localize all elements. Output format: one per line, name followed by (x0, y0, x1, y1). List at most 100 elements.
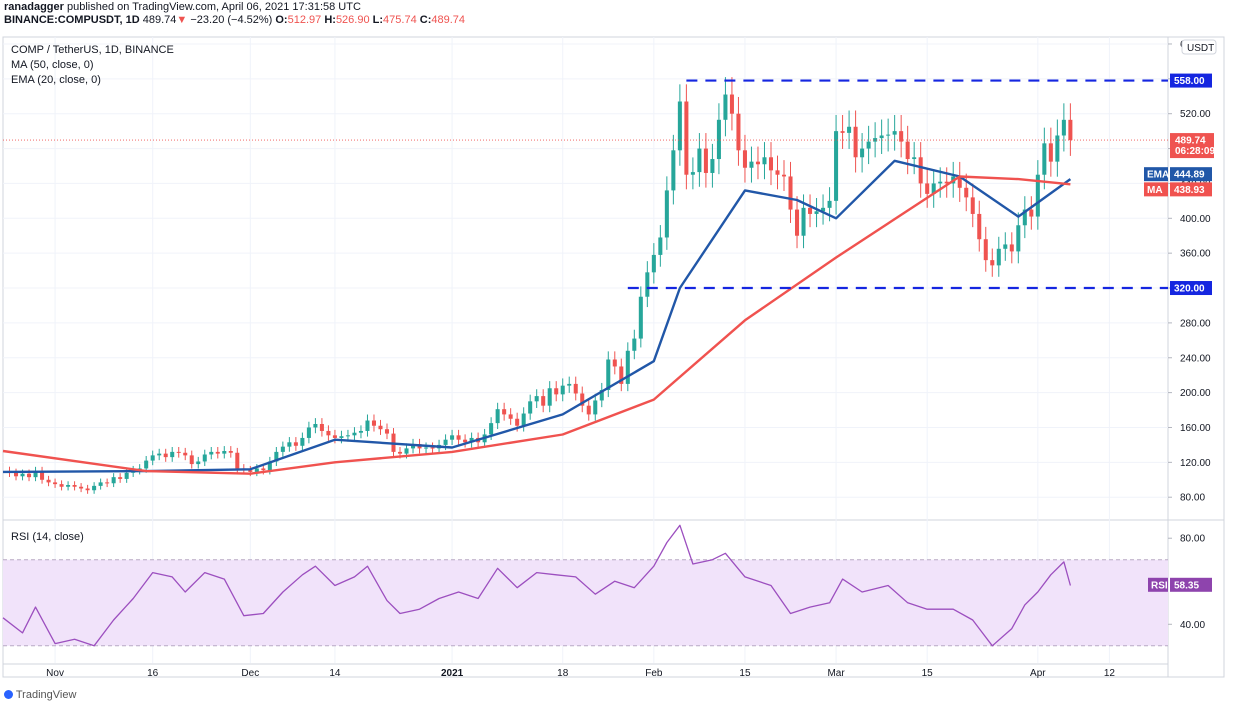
candle-body (105, 482, 110, 484)
candle-body (1048, 143, 1053, 162)
ma-line (2, 175, 1071, 475)
time-tick-label: Nov (46, 668, 64, 679)
candle-body (1016, 225, 1021, 252)
candle-body (189, 455, 194, 465)
indicator-value-label: 438.93 (1174, 185, 1205, 196)
candle-body (222, 451, 227, 454)
time-tick-label: 16 (147, 668, 159, 679)
candle-body (1009, 244, 1014, 252)
candle-body (358, 430, 363, 433)
candle-body (723, 94, 728, 120)
publish-info: published on TradingView.com, April 06, … (66, 1, 361, 13)
candle-body (814, 211, 819, 214)
candle-body (228, 451, 233, 453)
price-tick-label: 160.00 (1180, 423, 1211, 434)
price-tick-label: 240.00 (1180, 353, 1211, 364)
price-tick-label: 360.00 (1180, 249, 1211, 260)
candle-body (339, 436, 344, 438)
candle-body (925, 183, 930, 194)
candle-body (606, 359, 611, 391)
level-price-label: 320.00 (1174, 284, 1205, 295)
candle-body (79, 486, 84, 489)
candle-body (489, 423, 494, 435)
candle-body (209, 451, 214, 455)
candle-body (235, 452, 240, 469)
candle-body (27, 473, 32, 478)
candle-body (1068, 119, 1073, 141)
footer-brand: TradingView (4, 689, 76, 701)
candle-body (313, 423, 318, 428)
candle-body (599, 390, 604, 401)
candle-body (938, 181, 943, 184)
candle-body (46, 479, 51, 483)
candle-body (996, 248, 1001, 266)
chart-title[interactable]: COMP / TetherUS, 1D, BINANCE (11, 44, 174, 56)
candle-body (59, 484, 64, 487)
candle-body (742, 150, 747, 168)
candle-body (53, 482, 58, 485)
candle-body (384, 429, 390, 434)
currency-label: USDT (1187, 43, 1214, 54)
publish-line: ranadagger published on TradingView.com,… (4, 1, 361, 13)
candle-body (430, 447, 435, 449)
candle-body (567, 383, 572, 386)
candle-body (775, 170, 780, 175)
candle-body (671, 150, 676, 191)
rsi-value-tag (1170, 577, 1212, 592)
symbol-label: BINANCE:COMPUSDT, 1D (4, 14, 140, 26)
candle-body (352, 432, 357, 436)
candle-body (33, 471, 38, 478)
candle-body (892, 131, 897, 135)
candle-body (144, 460, 149, 469)
time-tick-label: 18 (557, 668, 569, 679)
candle-body (40, 471, 45, 480)
candle-body (781, 174, 787, 177)
candle-body (502, 409, 507, 415)
indicator-name-tag (1144, 167, 1168, 182)
candle-body (13, 472, 19, 477)
rsi-legend[interactable]: RSI (14, close) (11, 531, 84, 543)
ma-legend[interactable]: MA (50, close, 0) (11, 59, 94, 71)
ema-legend[interactable]: EMA (20, close, 0) (11, 74, 101, 86)
high-value: 526.90 (335, 14, 370, 26)
candle-body (300, 437, 305, 446)
candle-body (866, 141, 871, 149)
candle-body (365, 420, 370, 431)
candle-body (157, 453, 162, 456)
candle-body (248, 470, 253, 472)
candle-body (20, 473, 25, 477)
candle-body (261, 468, 266, 471)
time-tick-label: 2021 (441, 668, 464, 679)
candle-body (879, 135, 884, 139)
countdown-label: 06:28:09 (1175, 146, 1215, 157)
candle-body (788, 176, 793, 210)
candle-body (450, 435, 455, 440)
price-tick-label: 400.00 (1180, 214, 1211, 225)
candle-body (619, 366, 624, 384)
candle-body (1003, 244, 1008, 249)
rsi-line (2, 524, 1072, 647)
tradingview-logo-icon (4, 690, 13, 699)
time-tick-label: 15 (922, 668, 934, 679)
candle-body (977, 213, 982, 240)
candle-body (280, 446, 285, 452)
candle-body (560, 385, 565, 395)
price-tick-label: 280.00 (1180, 318, 1211, 329)
price-change: −23.20 (−4.52%) (190, 14, 273, 26)
candle-body (736, 113, 741, 151)
candle-body (593, 400, 598, 415)
candle-body (293, 442, 298, 446)
price-tick-label: 200.00 (1180, 388, 1211, 399)
indicator-name-tag (1144, 182, 1168, 197)
down-arrow-icon: ▼ (176, 14, 188, 26)
candle-body (92, 485, 97, 491)
candle-body (1055, 135, 1060, 162)
candle-body (931, 183, 936, 194)
candle-body (306, 427, 311, 438)
close-value: 489.74 (431, 14, 466, 26)
candle-body (515, 418, 520, 426)
rsi-name-tag (1148, 577, 1168, 592)
candle-body (1061, 119, 1066, 136)
candle-body (899, 131, 904, 142)
